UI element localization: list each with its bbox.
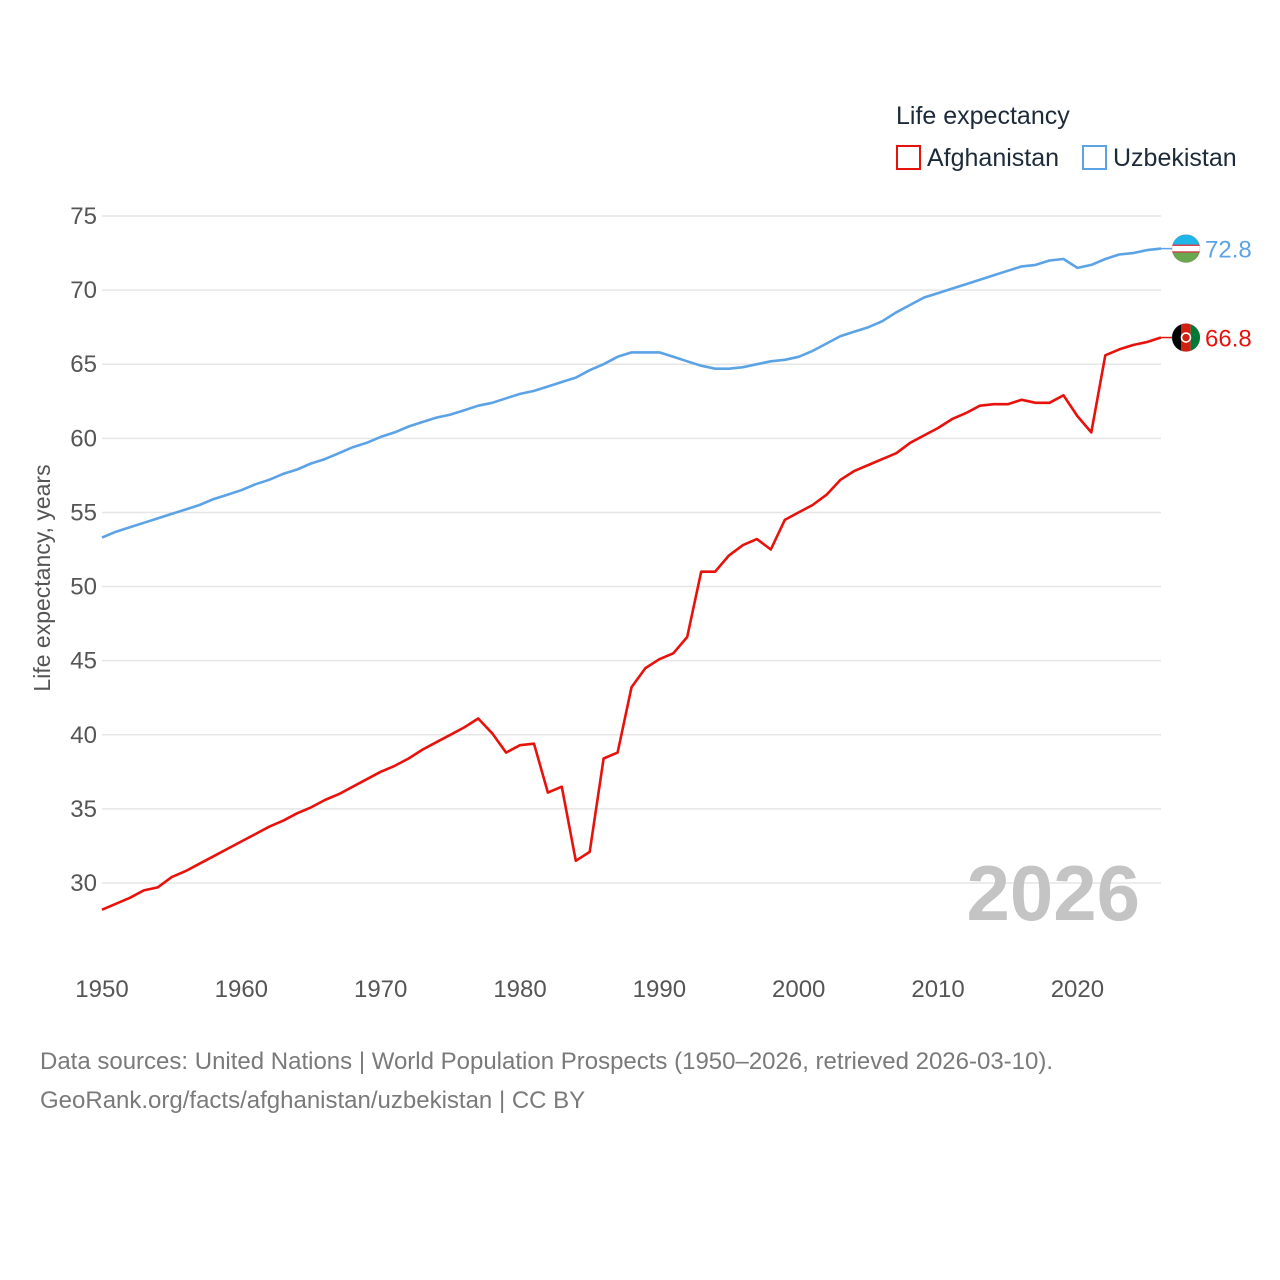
y-tick-40: 40 [70, 722, 97, 749]
y-tick-75: 75 [70, 203, 97, 230]
legend: Life expectancy Afghanistan Uzbekistan [896, 102, 1237, 172]
y-tick-45: 45 [70, 648, 97, 675]
life-expectancy-chart: Life expectancy Afghanistan Uzbekistan L… [29, 102, 1252, 1003]
y-tick-55: 55 [70, 499, 97, 526]
x-axis-ticks: 1950 1960 1970 1980 1990 2000 2010 2020 [75, 976, 1104, 1003]
gridlines [102, 215, 1161, 884]
x-tick-1970: 1970 [354, 976, 407, 1003]
footer-url[interactable]: GeoRank.org/facts/afghanistan/uzbekistan… [40, 1087, 586, 1114]
end-markers: 66.8 72.8 [1161, 234, 1252, 353]
y-tick-30: 30 [70, 870, 97, 897]
series-line-uzbekistan[interactable] [101, 247, 1162, 539]
y-tick-35: 35 [70, 796, 97, 823]
x-tick-2010: 2010 [911, 976, 964, 1003]
legend-title: Life expectancy [896, 102, 1070, 130]
x-tick-1990: 1990 [633, 976, 686, 1003]
flag-afghanistan-icon [1171, 323, 1201, 352]
y-axis-ticks: 30 35 40 45 50 55 60 65 70 75 [70, 203, 97, 897]
footer: Data sources: United Nations | World Pop… [40, 1042, 1053, 1120]
end-value-uzbekistan: 72.8 [1205, 237, 1252, 264]
legend-swatch-afghanistan [896, 145, 921, 170]
footer-sources: Data sources: United Nations | World Pop… [40, 1048, 1054, 1075]
x-tick-2000: 2000 [772, 976, 825, 1003]
legend-item-uzbekistan[interactable]: Uzbekistan [1082, 144, 1237, 172]
series-lines [101, 247, 1162, 911]
flag-uzbekistan-icon [1171, 234, 1201, 264]
legend-label-uzbekistan: Uzbekistan [1113, 144, 1237, 172]
legend-item-afghanistan[interactable]: Afghanistan [896, 144, 1059, 172]
y-tick-65: 65 [70, 351, 97, 378]
year-watermark: 2026 [966, 849, 1140, 937]
x-tick-2020: 2020 [1051, 976, 1104, 1003]
y-tick-60: 60 [70, 425, 97, 452]
y-tick-50: 50 [70, 574, 97, 601]
end-value-afghanistan: 66.8 [1205, 326, 1252, 353]
x-tick-1950: 1950 [75, 976, 128, 1003]
legend-swatch-uzbekistan [1082, 145, 1107, 170]
x-tick-1980: 1980 [493, 976, 546, 1003]
x-tick-1960: 1960 [215, 976, 268, 1003]
legend-label-afghanistan: Afghanistan [927, 144, 1059, 172]
series-line-afghanistan[interactable] [101, 336, 1162, 911]
y-tick-70: 70 [70, 277, 97, 304]
y-axis-label: Life expectancy, years [29, 464, 55, 691]
